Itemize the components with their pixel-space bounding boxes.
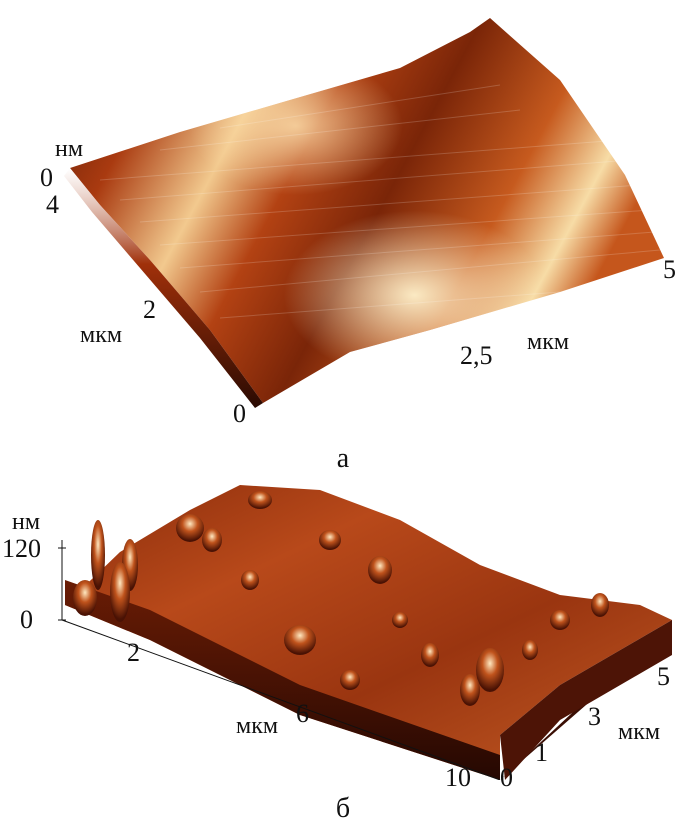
surface-b-right xyxy=(500,620,672,780)
caption-b: б xyxy=(335,793,351,824)
surface-b-bumps xyxy=(73,491,609,706)
y-tick-a-2: 2 xyxy=(143,295,156,324)
y-tick-b-1: 1 xyxy=(535,738,548,767)
surface-a-highlight-2 xyxy=(70,18,664,403)
surface-a-edge xyxy=(64,168,263,408)
y-tick-b-0: 0 xyxy=(500,763,513,792)
x-tick-b-2: 2 xyxy=(127,638,140,667)
z-tick-b-0: 0 xyxy=(20,605,33,634)
z-tick-a-0: 0 xyxy=(40,163,53,192)
y-tick-a-0: 0 xyxy=(233,399,246,428)
surface-b-front xyxy=(65,580,500,780)
surface-b-top xyxy=(65,485,672,780)
afm-surface-a xyxy=(64,18,664,408)
axis-frame-b xyxy=(58,540,501,780)
figure-b: нм 120 0 2 мкм 6 10 0 1 3 мкм 5 xyxy=(0,480,686,791)
figure-a: нм 0 4 2 мкм 0 2,5 мкм 5 xyxy=(40,18,676,427)
z-unit-b: нм xyxy=(12,509,41,535)
y-unit-b: мкм xyxy=(618,719,661,745)
y-tick-b-5: 5 xyxy=(657,662,670,691)
scan-lines-a xyxy=(99,84,661,319)
caption-a: а xyxy=(336,443,350,474)
z-unit-a: нм xyxy=(55,136,84,162)
x-unit-a: мкм xyxy=(527,329,570,355)
x-tick-b-6: 6 xyxy=(296,699,309,728)
z-tick-b-120: 120 xyxy=(2,534,41,563)
x-tick-a-2-5: 2,5 xyxy=(460,341,493,370)
y-tick-a-4: 4 xyxy=(46,190,59,219)
afm-surface-b xyxy=(58,485,672,780)
x-unit-b: мкм xyxy=(236,713,279,739)
y-unit-a: мкм xyxy=(80,322,123,348)
x-tick-a-5: 5 xyxy=(663,255,676,284)
x-tick-b-10: 10 xyxy=(445,763,471,792)
y-tick-b-3: 3 xyxy=(588,702,601,731)
